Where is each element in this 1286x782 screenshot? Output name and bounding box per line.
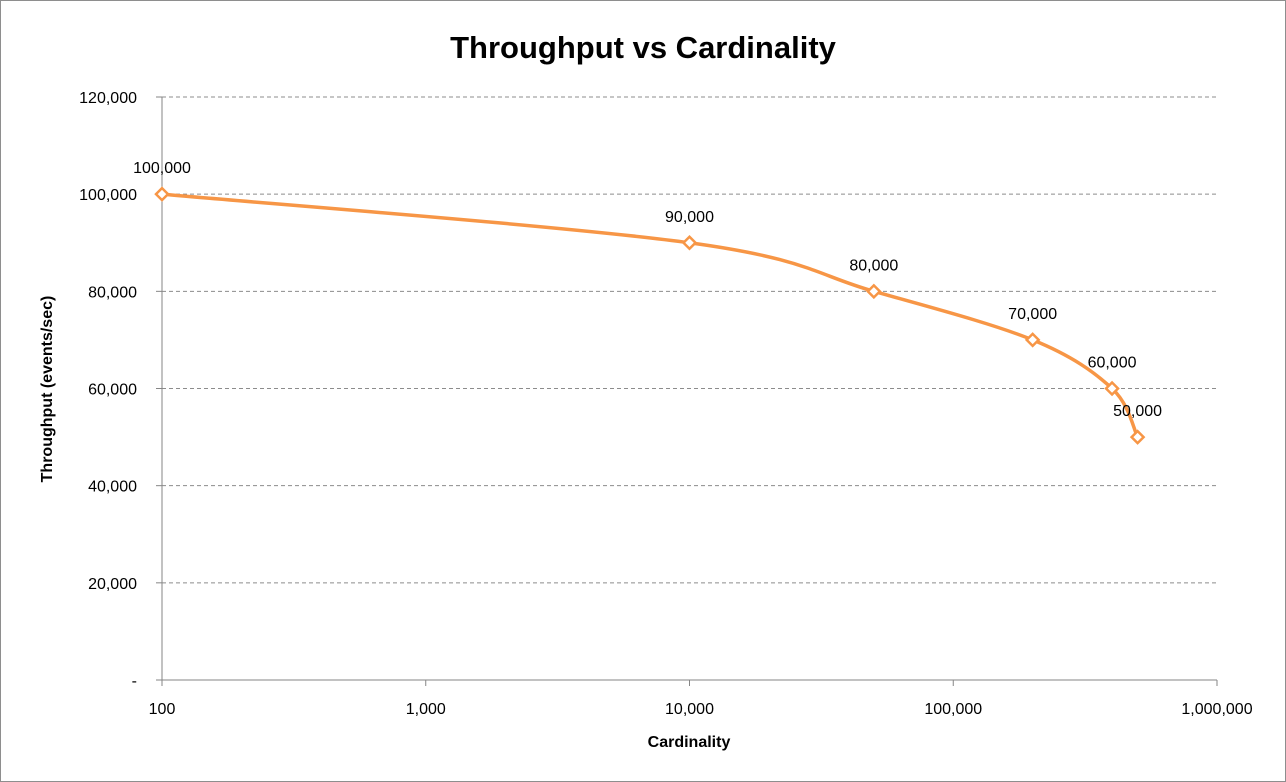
- x-tick-label: 100,000: [924, 701, 982, 718]
- data-label: 90,000: [665, 209, 714, 226]
- data-label: 50,000: [1113, 403, 1162, 420]
- data-label: 60,000: [1088, 355, 1137, 372]
- series-group: 100,000 90,000 80,000 70,000 60,000 50,000: [133, 160, 1162, 445]
- data-point-marker: [1104, 380, 1120, 397]
- data-label: 100,000: [133, 160, 191, 177]
- chart-title: Throughput vs Cardinality: [450, 30, 837, 65]
- y-tick-label: 80,000: [88, 284, 137, 301]
- data-point-marker: [681, 234, 698, 251]
- y-tick-label: 40,000: [88, 479, 137, 496]
- data-point-marker: [1129, 429, 1146, 445]
- y-tick-label: -: [132, 673, 137, 690]
- data-point-marker: [866, 283, 882, 300]
- x-axis-title: Cardinality: [648, 734, 731, 751]
- y-tick-labels: - 20,000 40,000 60,000 80,000 100,000 120,000: [79, 90, 137, 690]
- y-tick-label: 100,000: [79, 187, 137, 204]
- x-tick-label: 100: [149, 701, 176, 718]
- x-tick-label: 10,000: [665, 701, 714, 718]
- x-tick-label: 1,000,000: [1181, 701, 1252, 718]
- data-point-marker: [154, 186, 170, 202]
- data-point-marker: [1024, 332, 1041, 348]
- gridlines: [162, 96, 1217, 584]
- x-tick-labels: 100 1,000 10,000 100,000 1,000,000: [149, 701, 1253, 718]
- y-tick-label: 20,000: [88, 576, 137, 593]
- x-tick-label: 1,000: [406, 701, 446, 718]
- y-axis-title: Throughput (events/sec): [39, 296, 56, 483]
- data-label: 80,000: [849, 257, 898, 274]
- axes: [156, 96, 1218, 686]
- data-label: 70,000: [1008, 306, 1057, 323]
- y-tick-label: 60,000: [88, 382, 137, 399]
- series-line: [160, 192, 1140, 439]
- y-tick-label: 120,000: [79, 90, 137, 107]
